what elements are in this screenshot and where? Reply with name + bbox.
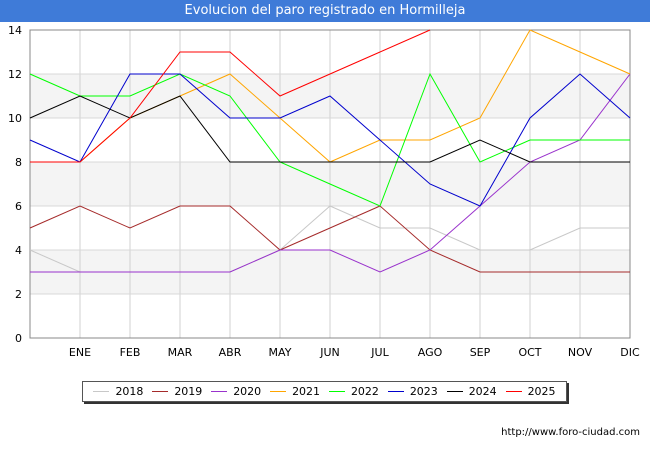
y-tick-label: 4 xyxy=(15,244,22,257)
legend-label: 2024 xyxy=(468,385,497,398)
legend-item-2022: 2022 xyxy=(328,385,379,398)
legend-label: 2025 xyxy=(527,385,556,398)
chart-title: Evolucion del paro registrado en Hormill… xyxy=(0,0,650,22)
legend-item-2024: 2024 xyxy=(446,385,497,398)
x-tick-label: AGO xyxy=(418,346,443,359)
series-line-2023 xyxy=(29,73,631,207)
legend-label: 2019 xyxy=(174,385,203,398)
legend-item-2018: 2018 xyxy=(93,385,143,398)
legend-swatch xyxy=(152,391,169,392)
legend-label: 2023 xyxy=(409,385,438,398)
x-tick-label: NOV xyxy=(568,346,593,359)
y-tick-label: 12 xyxy=(8,68,22,81)
legend-item-2023: 2023 xyxy=(387,385,438,398)
legend-swatch xyxy=(387,391,404,392)
legend-label: 2021 xyxy=(292,385,321,398)
series-line-2025 xyxy=(30,29,431,163)
legend-label: 2022 xyxy=(350,385,379,398)
y-tick-label: 2 xyxy=(15,288,22,301)
legend-swatch xyxy=(328,391,345,392)
x-tick-label: JUL xyxy=(370,346,389,359)
y-tick-label: 8 xyxy=(15,156,22,169)
y-tick-label: 14 xyxy=(8,24,22,37)
legend-item-2025: 2025 xyxy=(505,385,556,398)
legend-label: 2018 xyxy=(115,385,144,398)
source-url[interactable]: http://www.foro-ciudad.com xyxy=(501,427,640,438)
legend-item-2021: 2021 xyxy=(270,385,320,398)
legend-swatch xyxy=(211,391,228,392)
legend-label: 2020 xyxy=(233,385,262,398)
x-tick-label: ENE xyxy=(69,346,91,359)
x-tick-label: FEB xyxy=(120,346,141,359)
series-line-2019 xyxy=(29,205,630,273)
x-tick-label: OCT xyxy=(518,346,541,359)
legend-swatch xyxy=(446,391,463,392)
legend-item-2020: 2020 xyxy=(211,385,261,398)
y-tick-label: 6 xyxy=(15,200,22,213)
x-tick-label: SEP xyxy=(470,346,491,359)
series-line-2022 xyxy=(29,72,630,207)
x-tick-label: MAY xyxy=(269,346,292,359)
x-tick-label: ABR xyxy=(219,346,242,359)
legend-swatch xyxy=(270,391,287,392)
plot-frame xyxy=(29,29,631,339)
legend-swatch xyxy=(505,391,522,392)
x-tick-label: MAR xyxy=(168,346,193,359)
y-tick-label: 0 xyxy=(15,332,22,345)
legend-swatch xyxy=(93,391,110,392)
chart-legend: 2018 2019 2020 2021 2022 2023 2024 2025 xyxy=(82,381,567,402)
legend-item-2019: 2019 xyxy=(152,385,202,398)
y-tick-label: 10 xyxy=(8,112,22,125)
x-tick-label: DIC xyxy=(620,346,640,359)
x-tick-label: JUN xyxy=(319,346,340,359)
